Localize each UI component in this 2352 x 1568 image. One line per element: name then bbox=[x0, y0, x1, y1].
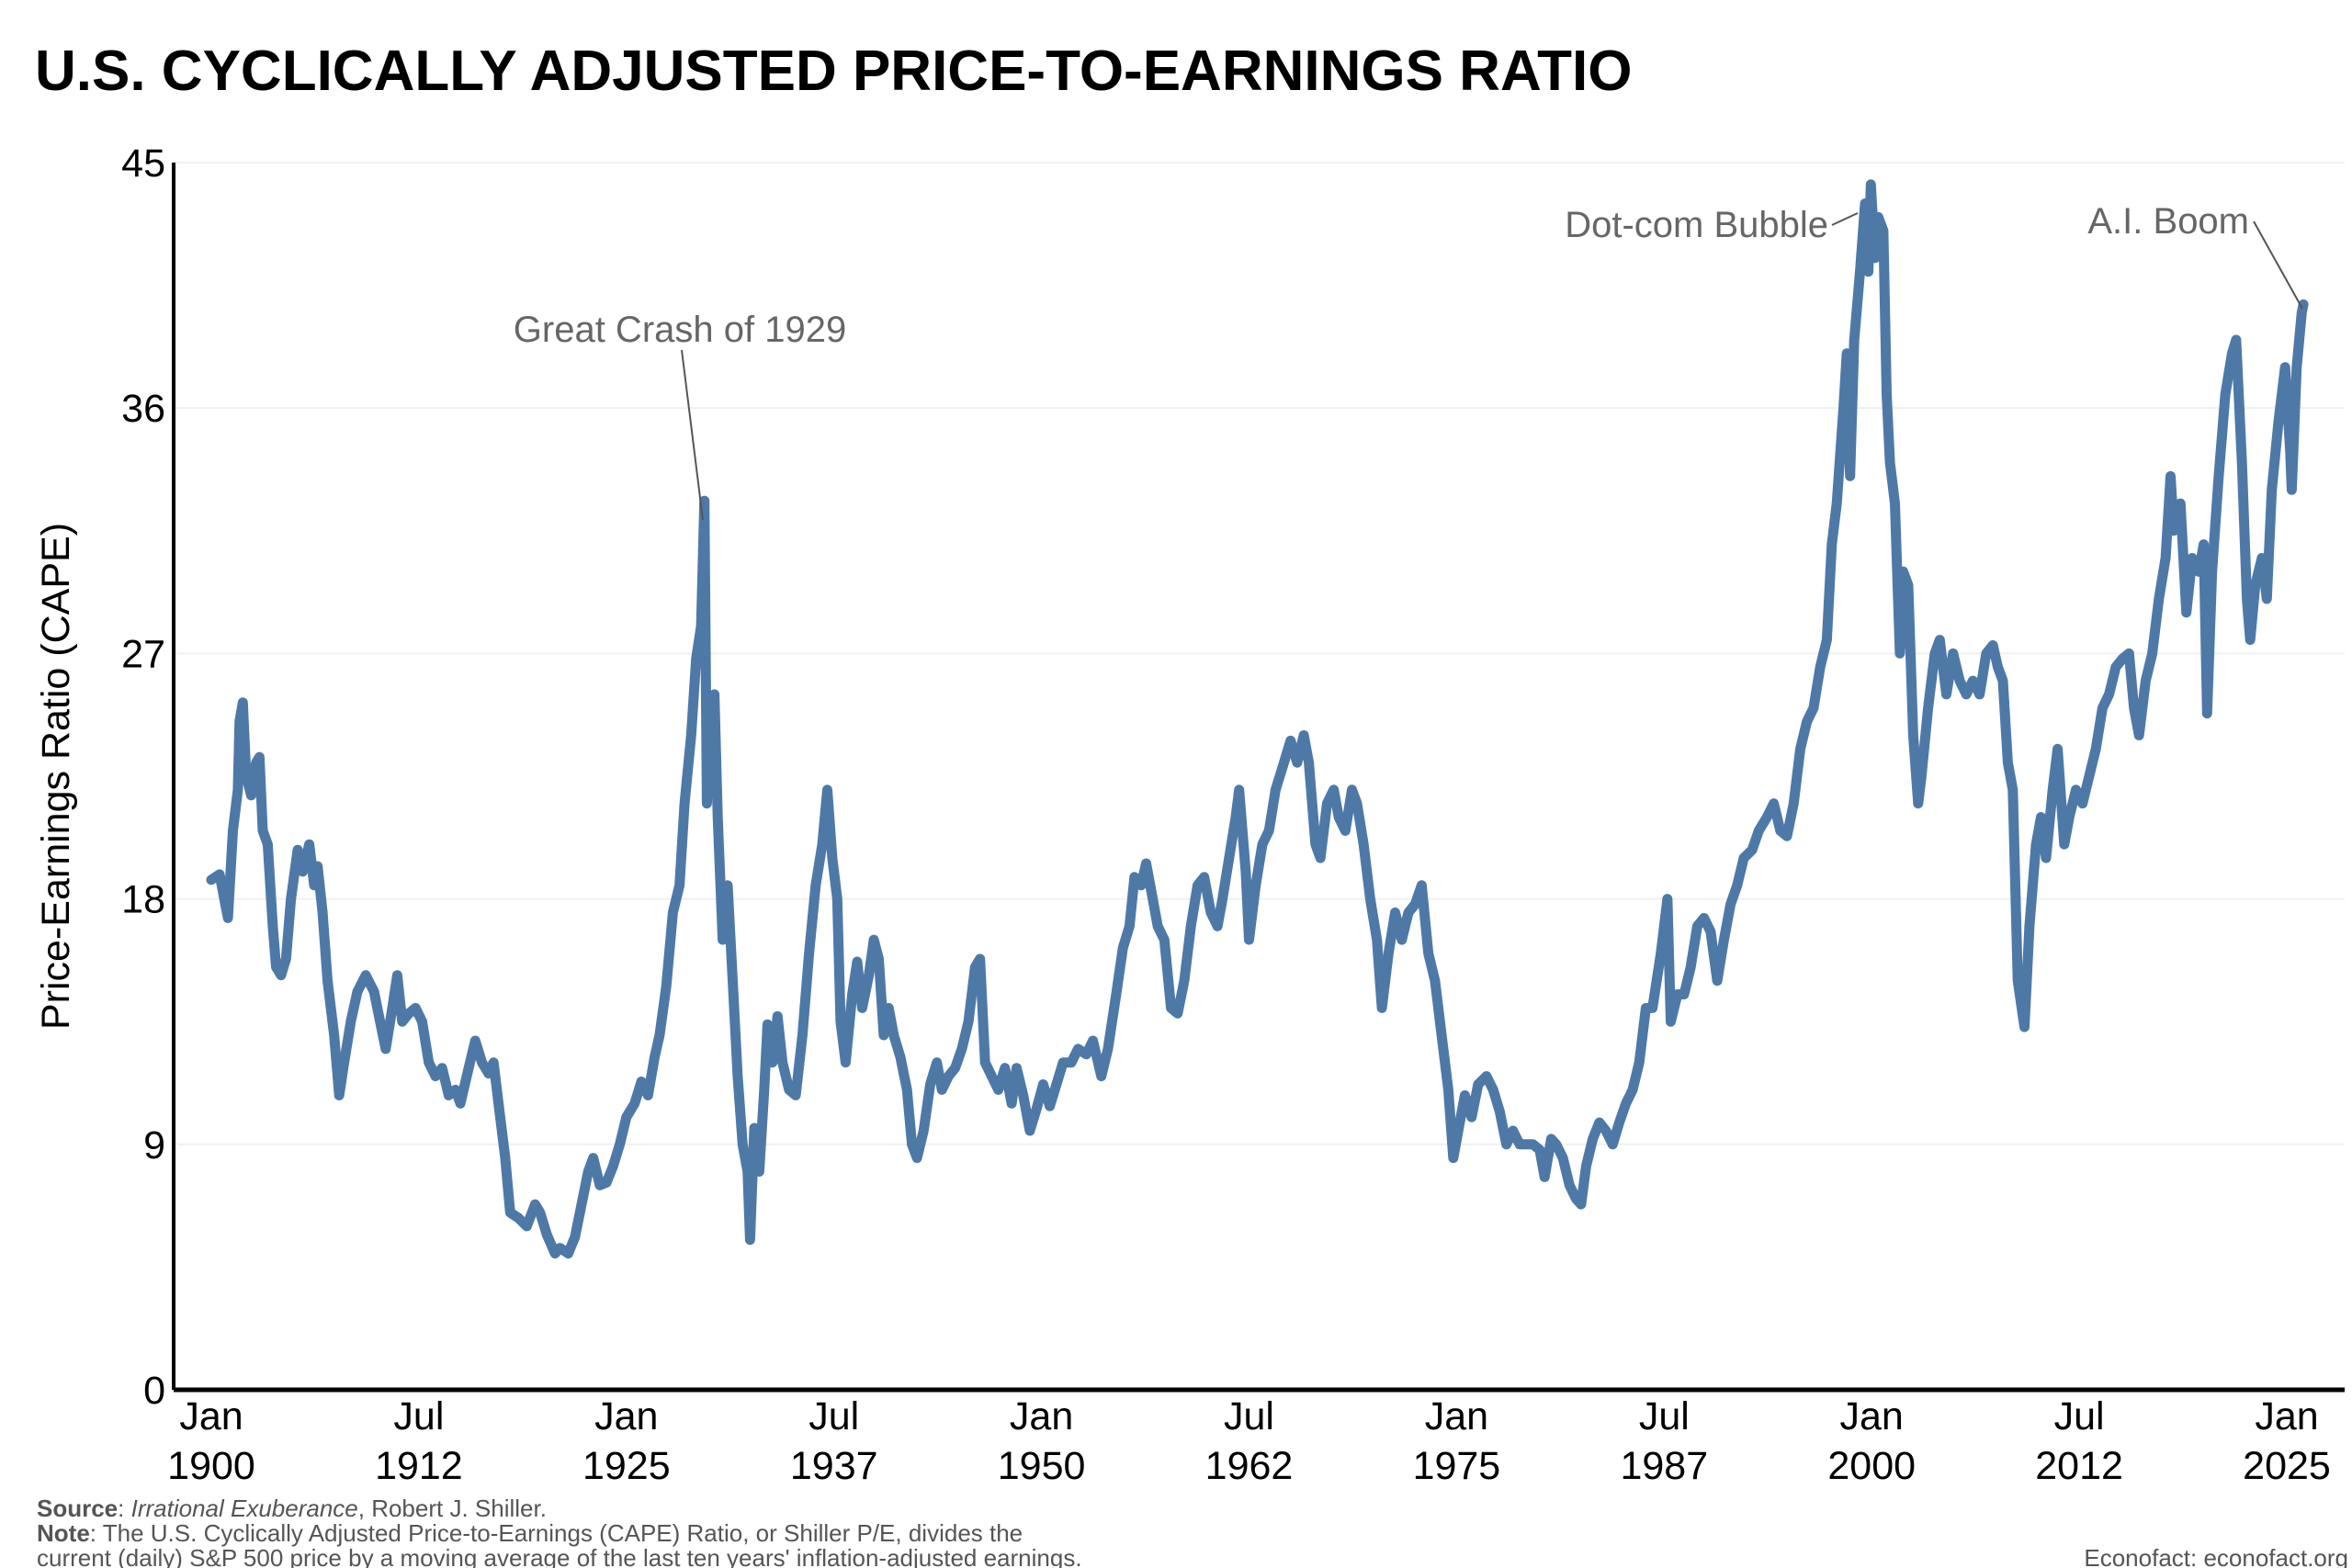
x-tick-year: 1900 bbox=[167, 1444, 255, 1488]
x-tick-year: 1962 bbox=[1205, 1444, 1294, 1488]
x-tick-year: 2025 bbox=[2243, 1444, 2331, 1488]
x-tick-year: 1987 bbox=[1620, 1444, 1708, 1488]
footer-credit: Econofact: econofact.org bbox=[2084, 1544, 2348, 1568]
footer-note: Note: The U.S. Cyclically Adjusted Price… bbox=[37, 1519, 1023, 1547]
x-tick-month: Jul bbox=[2054, 1394, 2105, 1438]
x-tick-month: Jan bbox=[594, 1394, 658, 1438]
x-tick-month: Jan bbox=[2255, 1394, 2318, 1438]
cape-series-line bbox=[206, 179, 2309, 1259]
x-tick-year: 2012 bbox=[2035, 1444, 2123, 1488]
x-tick-month: Jan bbox=[1425, 1394, 1488, 1438]
x-tick-month: Jan bbox=[179, 1394, 243, 1438]
gridlines bbox=[174, 162, 2345, 1145]
annotation-ai-boom-leader bbox=[2253, 220, 2303, 310]
chart-title: U.S. CYCLICALLY ADJUSTED PRICE-TO-EARNIN… bbox=[35, 39, 1632, 103]
annotation-dot-com: Dot-com Bubble bbox=[1565, 205, 1828, 245]
x-tick-month: Jul bbox=[393, 1394, 444, 1438]
annotation-dot-com-leader bbox=[1831, 212, 1859, 226]
y-axis-ticks: 0 9 18 27 36 45 bbox=[121, 141, 165, 1413]
x-tick-month: Jan bbox=[1840, 1394, 1904, 1438]
source-title: Irrational Exuberance bbox=[131, 1495, 358, 1522]
x-tick-month: Jul bbox=[1639, 1394, 1690, 1438]
note-label: Note bbox=[37, 1519, 90, 1547]
x-axis-ticks: Jan 1900 Jul 1912 Jan 1925 Jul 1937 Jan 1950 Jul 19… bbox=[167, 1394, 2331, 1488]
source-rest: , Robert J. Shiller. bbox=[358, 1495, 547, 1522]
footer-source: Source: Irrational Exuberance, Robert J.… bbox=[37, 1495, 547, 1522]
x-tick-year: 1975 bbox=[1413, 1444, 1501, 1488]
footer-note-line2: current (daily) S&P 500 price by a movin… bbox=[37, 1544, 1082, 1568]
y-tick-label: 18 bbox=[121, 878, 165, 922]
x-tick-year: 1937 bbox=[790, 1444, 878, 1488]
annotations: Great Crash of 1929 Dot-com Bubble A.I. Bo… bbox=[514, 201, 2303, 521]
y-tick-label: 0 bbox=[143, 1369, 165, 1413]
source-label: Source bbox=[37, 1495, 118, 1522]
annotation-ai-boom: A.I. Boom bbox=[2087, 201, 2249, 242]
x-tick-year: 1912 bbox=[375, 1444, 463, 1488]
x-tick-year: 1950 bbox=[998, 1444, 1086, 1488]
y-tick-label: 9 bbox=[143, 1123, 165, 1168]
y-axis-label: Price-Earnings Ratio (CAPE) bbox=[34, 523, 78, 1030]
x-tick-month: Jul bbox=[808, 1394, 859, 1438]
annotation-great-crash: Great Crash of 1929 bbox=[514, 310, 846, 350]
x-tick-month: Jul bbox=[1224, 1394, 1274, 1438]
x-tick-year: 2000 bbox=[1827, 1444, 1916, 1488]
y-tick-label: 36 bbox=[121, 387, 165, 431]
x-tick-month: Jan bbox=[1010, 1394, 1073, 1438]
y-tick-label: 27 bbox=[121, 632, 165, 676]
annotation-great-crash-leader bbox=[681, 349, 704, 521]
y-tick-label: 45 bbox=[121, 141, 165, 186]
x-tick-year: 1925 bbox=[582, 1444, 671, 1488]
note-line1: : The U.S. Cyclically Adjusted Price-to-… bbox=[90, 1519, 1023, 1547]
